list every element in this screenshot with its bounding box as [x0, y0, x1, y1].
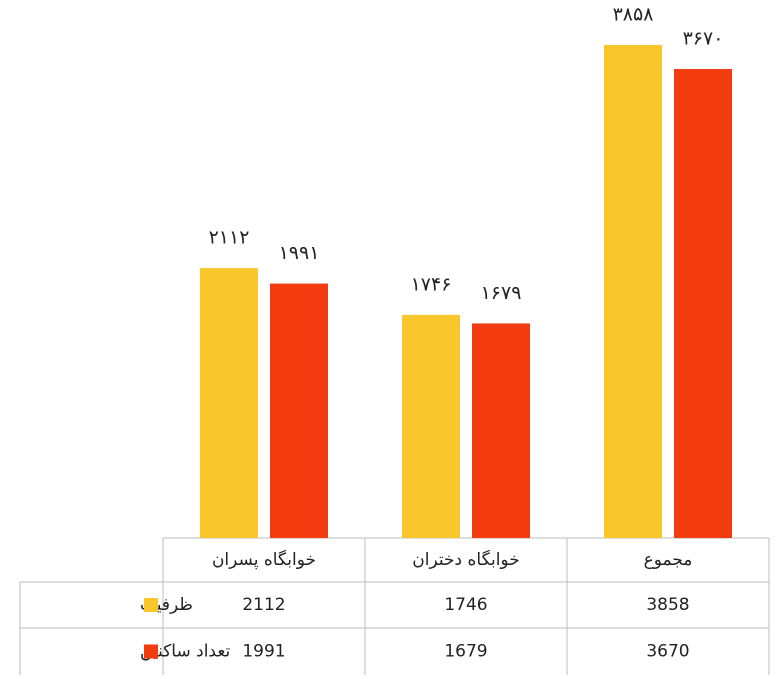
bar [200, 268, 258, 538]
table-value: 2112 [242, 595, 285, 615]
legend-swatch [144, 598, 158, 612]
data-label: ۲۱۱۲ [209, 227, 250, 249]
legend-label: تعداد ساکنین [140, 642, 231, 662]
data-label: ۱۶۷۹ [481, 282, 522, 304]
table-value: 3858 [646, 595, 689, 615]
table-value: 1679 [444, 642, 487, 662]
bar [402, 314, 460, 538]
category-label: خوابگاه دختران [412, 549, 519, 570]
table-value: 1991 [242, 642, 285, 662]
data-label: ۱۹۹۱ [279, 242, 320, 264]
bar [674, 69, 732, 538]
bar [472, 323, 530, 538]
table-value: 3670 [646, 642, 689, 662]
bar [604, 45, 662, 538]
data-label: ۳۸۵۸ [613, 4, 654, 26]
bar [270, 283, 328, 538]
data-label: ۱۷۴۶ [411, 273, 452, 295]
legend-swatch [144, 644, 158, 659]
category-label: مجموع [644, 550, 693, 570]
data-label: ۳۶۷۰ [683, 28, 724, 50]
table-value: 1746 [444, 595, 487, 615]
category-label: خوابگاه پسران [212, 549, 316, 570]
